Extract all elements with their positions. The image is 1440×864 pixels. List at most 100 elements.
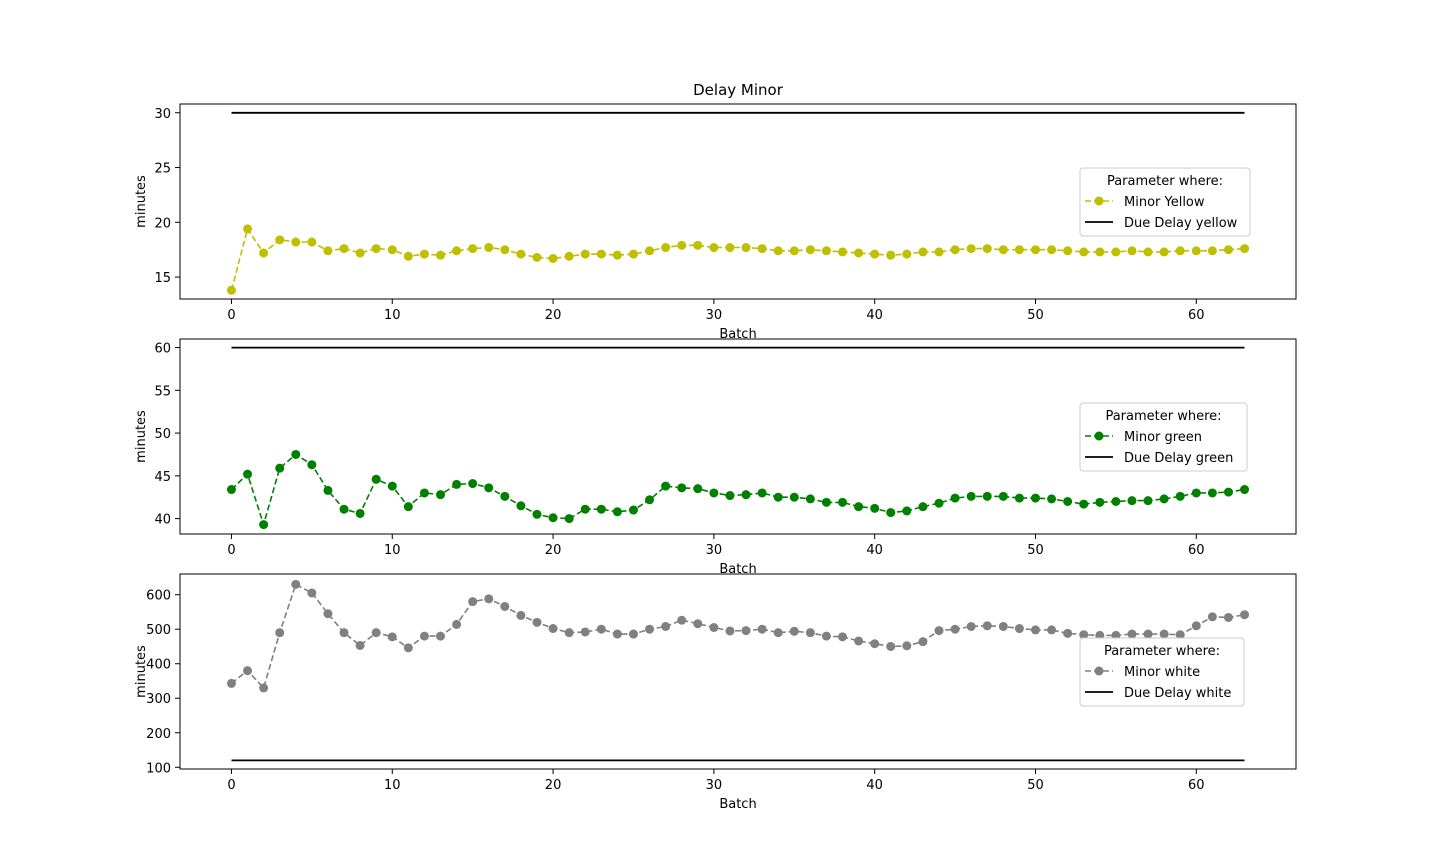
data-point [548,513,558,523]
data-point [1127,246,1137,256]
data-point [1111,497,1121,506]
data-point [838,497,848,507]
data-point [998,491,1008,501]
data-point [516,610,526,620]
data-point [1030,245,1040,255]
legend-entry-label: Due Delay yellow [1124,216,1238,231]
x-tick-label: 50 [1027,543,1044,558]
x-tick-label: 0 [227,308,235,323]
data-point [291,579,301,589]
data-point [339,244,349,254]
data-point [532,252,542,262]
data-point [1175,491,1185,501]
legend-box [1079,167,1251,237]
data-point [516,249,526,259]
data-point [323,609,333,619]
data-point [596,249,606,259]
data-point [612,507,622,517]
data-point [596,624,606,634]
legend-entry-label: Minor green [1124,430,1202,445]
data-point [773,492,783,502]
data-point [628,249,638,259]
data-point [645,246,655,256]
x-tick-label: 40 [866,778,883,793]
data-point [661,621,671,631]
data-point [1240,244,1250,254]
data-point [886,641,896,651]
data-point [500,601,510,611]
data-point [452,479,462,489]
data-point [1014,624,1024,634]
y-tick-label: 25 [154,162,171,177]
data-point [789,246,799,256]
data-point [612,250,622,260]
data-point [226,485,236,495]
axes-frame [179,338,1297,535]
y-axis-label: minutes [134,175,149,228]
data-point [886,508,896,518]
x-tick-label: 60 [1188,308,1205,323]
data-point [805,628,815,638]
data-point [741,243,751,253]
subplot-yellow: 0 10 20 30 40 50 60 15 20 25 30 Batch minutes Paramet… [134,103,1297,342]
y-tick-label: 60 [154,342,171,357]
data-point [532,617,542,627]
data-point [484,243,494,253]
data-point [645,624,655,634]
y-tick-label: 500 [146,623,171,638]
data-point [564,251,574,261]
data-point [259,683,269,693]
data-point [1191,246,1201,256]
data-point [757,488,767,498]
data-point [886,250,896,260]
data-point [1143,496,1153,506]
data-point [693,484,703,494]
data-point [1079,499,1089,509]
y-tick-label: 30 [154,107,171,122]
data-point [291,237,301,247]
data-point [307,588,317,598]
data-point [902,506,912,516]
data-point [1207,246,1217,256]
data-point [1240,485,1250,495]
data-point [821,246,831,256]
data-point [950,493,960,503]
y-tick-label: 200 [146,727,171,742]
data-point [323,485,333,495]
data-point [966,244,976,254]
data-point [661,243,671,253]
data-point [950,245,960,255]
data-point [870,503,880,513]
data-point [1159,494,1169,504]
data-point [677,240,687,250]
data-point [371,474,381,484]
data-point [419,249,429,259]
data-point [1175,246,1185,256]
data-point [387,632,397,642]
y-tick-label: 15 [154,271,171,286]
data-point [628,505,638,515]
data-point [226,678,236,688]
data-point [1223,487,1233,497]
data-point [1127,629,1137,639]
data-point [966,621,976,631]
data-point [403,251,413,261]
series-line [230,226,1245,291]
data-point [371,244,381,254]
data-point [709,243,719,253]
data-point [580,249,590,259]
data-point [275,235,285,245]
axes-frame [179,573,1297,770]
data-point [1063,497,1073,506]
data-point [1240,610,1250,620]
data-point [1095,247,1105,257]
data-point [580,504,590,514]
y-tick-label: 45 [154,470,171,485]
x-tick-label: 0 [227,778,235,793]
data-point [854,502,864,512]
x-tick-label: 60 [1188,778,1205,793]
data-point [709,488,719,498]
legend-entry-label: Minor white [1124,665,1200,680]
data-point [484,594,494,604]
data-point [275,463,285,473]
